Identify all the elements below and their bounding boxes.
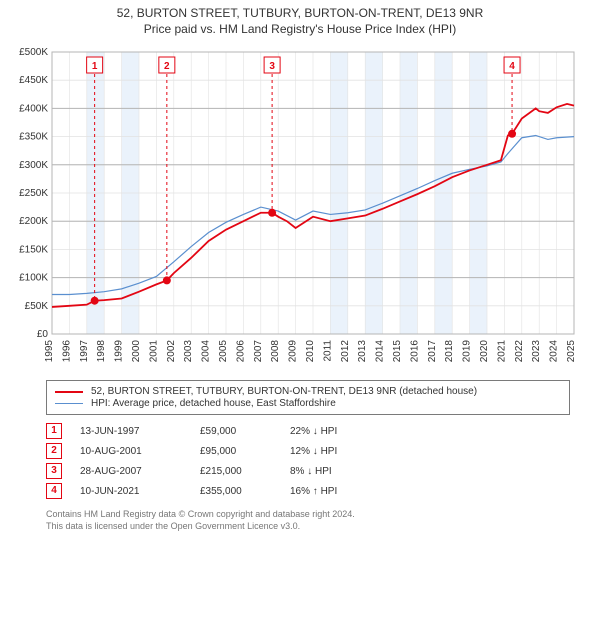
svg-text:2000: 2000 — [131, 340, 142, 363]
svg-text:2005: 2005 — [218, 340, 229, 363]
svg-text:2010: 2010 — [305, 340, 316, 363]
tx-price: £95,000 — [200, 446, 290, 457]
svg-text:2008: 2008 — [270, 340, 281, 363]
title-line1: 52, BURTON STREET, TUTBURY, BURTON-ON-TR… — [10, 6, 590, 20]
tx-price: £355,000 — [200, 486, 290, 497]
tx-price: £59,000 — [200, 426, 290, 437]
svg-text:2003: 2003 — [183, 340, 194, 363]
tx-date: 13-JUN-1997 — [80, 426, 200, 437]
tx-row: 2 10-AUG-2001£95,00012% ↓ HPI — [46, 441, 570, 461]
tx-marker: 1 — [46, 423, 62, 439]
tx-price: £215,000 — [200, 466, 290, 477]
title-line2: Price paid vs. HM Land Registry's House … — [10, 22, 590, 36]
svg-text:2025: 2025 — [566, 340, 577, 363]
legend-swatch — [55, 391, 83, 393]
svg-text:£0: £0 — [37, 329, 49, 340]
tx-pct: 16% ↑ HPI — [290, 486, 360, 497]
svg-text:1996: 1996 — [61, 340, 72, 363]
tx-marker: 2 — [46, 443, 62, 459]
svg-text:4: 4 — [509, 61, 515, 72]
svg-text:2023: 2023 — [531, 340, 542, 363]
svg-text:£200K: £200K — [19, 216, 48, 227]
svg-text:1995: 1995 — [44, 340, 55, 363]
tx-row: 3 28-AUG-2007£215,0008% ↓ HPI — [46, 461, 570, 481]
svg-text:£300K: £300K — [19, 160, 48, 171]
transactions-table: 1 13-JUN-1997£59,00022% ↓ HPI 2 10-AUG-2001… — [46, 421, 570, 501]
credits: Contains HM Land Registry data © Crown c… — [46, 509, 570, 532]
tx-marker: 3 — [46, 463, 62, 479]
svg-text:2019: 2019 — [462, 340, 473, 363]
svg-text:2006: 2006 — [235, 340, 246, 363]
chart-titles: 52, BURTON STREET, TUTBURY, BURTON-ON-TR… — [0, 0, 600, 40]
svg-text:2007: 2007 — [253, 340, 264, 363]
svg-text:2016: 2016 — [409, 340, 420, 363]
svg-text:£450K: £450K — [19, 75, 48, 86]
svg-text:2004: 2004 — [201, 340, 212, 363]
tx-row: 4 10-JUN-2021£355,00016% ↑ HPI — [46, 481, 570, 501]
legend-row: 52, BURTON STREET, TUTBURY, BURTON-ON-TR… — [55, 386, 561, 397]
chart-svg: £0 £50K £100K £150K £200K £250K £300K £350K £400… — [14, 44, 584, 374]
credit-line1: Contains HM Land Registry data © Crown c… — [46, 509, 570, 521]
svg-text:2022: 2022 — [514, 340, 525, 363]
svg-text:2012: 2012 — [340, 340, 351, 363]
svg-text:£400K: £400K — [19, 103, 48, 114]
svg-text:1: 1 — [92, 61, 98, 72]
legend-label: HPI: Average price, detached house, East… — [91, 398, 336, 409]
svg-text:2024: 2024 — [549, 340, 560, 363]
svg-text:2002: 2002 — [166, 340, 177, 363]
svg-text:2014: 2014 — [375, 340, 386, 363]
tx-date: 10-JUN-2021 — [80, 486, 200, 497]
svg-text:£50K: £50K — [25, 301, 49, 312]
svg-text:2015: 2015 — [392, 340, 403, 363]
svg-text:2020: 2020 — [479, 340, 490, 363]
tx-pct: 12% ↓ HPI — [290, 446, 360, 457]
tx-pct: 8% ↓ HPI — [290, 466, 360, 477]
svg-text:£150K: £150K — [19, 244, 48, 255]
tx-row: 1 13-JUN-1997£59,00022% ↓ HPI — [46, 421, 570, 441]
svg-text:2: 2 — [164, 61, 170, 72]
svg-text:£500K: £500K — [19, 47, 48, 58]
svg-text:2009: 2009 — [288, 340, 299, 363]
svg-text:£350K: £350K — [19, 132, 48, 143]
legend-label: 52, BURTON STREET, TUTBURY, BURTON-ON-TR… — [91, 386, 477, 397]
legend-swatch — [55, 403, 83, 405]
legend: 52, BURTON STREET, TUTBURY, BURTON-ON-TR… — [46, 380, 570, 415]
svg-text:3: 3 — [269, 61, 275, 72]
svg-text:2013: 2013 — [357, 340, 368, 363]
svg-text:2017: 2017 — [427, 340, 438, 363]
tx-pct: 22% ↓ HPI — [290, 426, 360, 437]
tx-date: 10-AUG-2001 — [80, 446, 200, 457]
svg-text:2001: 2001 — [148, 340, 159, 363]
svg-text:1998: 1998 — [96, 340, 107, 363]
svg-text:2011: 2011 — [322, 340, 333, 362]
svg-text:1999: 1999 — [114, 340, 125, 363]
svg-text:1997: 1997 — [79, 340, 90, 363]
svg-text:£250K: £250K — [19, 188, 48, 199]
tx-marker: 4 — [46, 483, 62, 499]
tx-date: 28-AUG-2007 — [80, 466, 200, 477]
svg-text:£100K: £100K — [19, 273, 48, 284]
credit-line2: This data is licensed under the Open Gov… — [46, 521, 570, 533]
svg-text:2018: 2018 — [444, 340, 455, 363]
chart-area: £0 £50K £100K £150K £200K £250K £300K £350K £400… — [14, 44, 586, 374]
svg-text:2021: 2021 — [496, 340, 507, 363]
legend-row: HPI: Average price, detached house, East… — [55, 398, 561, 409]
